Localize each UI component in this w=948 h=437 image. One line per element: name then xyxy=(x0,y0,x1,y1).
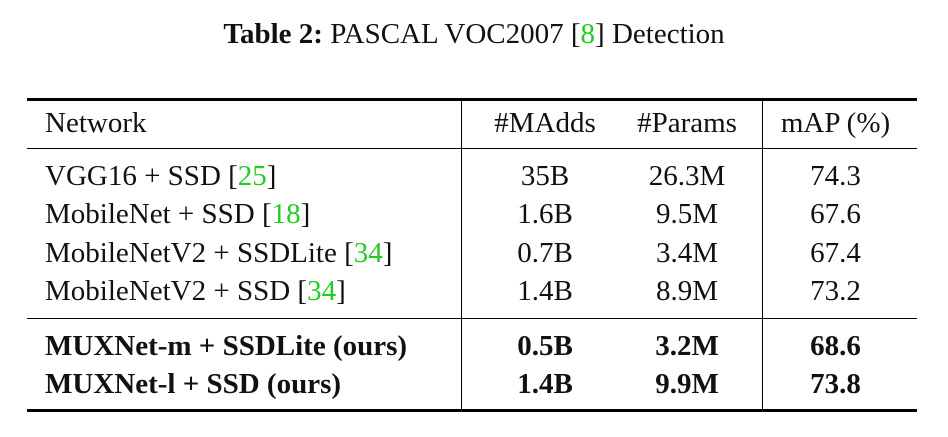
bottom-rule xyxy=(27,409,917,412)
table-row-network: MUXNet-l + SSD (ours) xyxy=(45,368,342,400)
table-row-network: VGG16 + SSD [25] xyxy=(45,160,277,192)
column-divider xyxy=(762,149,763,318)
table-cell-params: 3.2M xyxy=(655,330,719,362)
citation-link[interactable]: 8 xyxy=(580,18,596,50)
table-cell-madds: 35B xyxy=(520,160,570,192)
column-divider xyxy=(762,319,763,409)
column-divider xyxy=(461,319,462,409)
table-row-network: MUXNet-m + SSDLite (ours) xyxy=(45,330,408,362)
table-cell-madds: 1.4B xyxy=(517,368,573,400)
group-rule xyxy=(27,318,917,319)
table-cell-params: 9.9M xyxy=(655,368,719,400)
header-params: #Params xyxy=(637,107,737,139)
column-divider xyxy=(461,101,462,148)
table-row-network: MobileNetV2 + SSD [34] xyxy=(45,275,346,307)
header-rule xyxy=(27,148,917,149)
header-madds: #MAdds xyxy=(494,107,596,139)
table-cell-map: 67.6 xyxy=(810,198,861,230)
header-network: Network xyxy=(45,107,147,139)
table-cell-params: 8.9M xyxy=(655,275,719,307)
table-cell-map: 68.6 xyxy=(810,330,861,362)
column-divider xyxy=(762,101,763,148)
table-cell-madds: 0.5B xyxy=(517,330,573,362)
table-caption: Table 2: PASCAL VOC2007 [8] Detection xyxy=(0,14,948,54)
caption-text-end: ] Detection xyxy=(595,18,725,50)
table-cell-map: 74.3 xyxy=(810,160,861,192)
table-row-network: MobileNetV2 + SSDLite [34] xyxy=(45,237,393,269)
table-row-network: MobileNet + SSD [18] xyxy=(45,198,311,230)
table-cell-madds: 1.6B xyxy=(517,198,573,230)
table-cell-map: 73.8 xyxy=(810,368,861,400)
top-rule xyxy=(27,98,917,101)
citation-link[interactable]: 34 xyxy=(353,237,383,269)
table-cell-params: 9.5M xyxy=(655,198,719,230)
column-divider xyxy=(461,149,462,318)
table-cell-params: 26.3M xyxy=(648,160,726,192)
header-map: mAP (%) xyxy=(780,107,891,139)
caption-text: PASCAL VOC2007 [ xyxy=(322,18,581,50)
table-cell-map: 73.2 xyxy=(810,275,861,307)
table-cell-params: 3.4M xyxy=(655,237,719,269)
table-cell-map: 67.4 xyxy=(810,237,861,269)
citation-link[interactable]: 18 xyxy=(271,198,301,230)
caption-label: Table 2: xyxy=(223,18,323,50)
table-cell-madds: 1.4B xyxy=(517,275,573,307)
citation-link[interactable]: 34 xyxy=(307,275,337,307)
citation-link[interactable]: 25 xyxy=(237,160,267,192)
table-cell-madds: 0.7B xyxy=(517,237,573,269)
